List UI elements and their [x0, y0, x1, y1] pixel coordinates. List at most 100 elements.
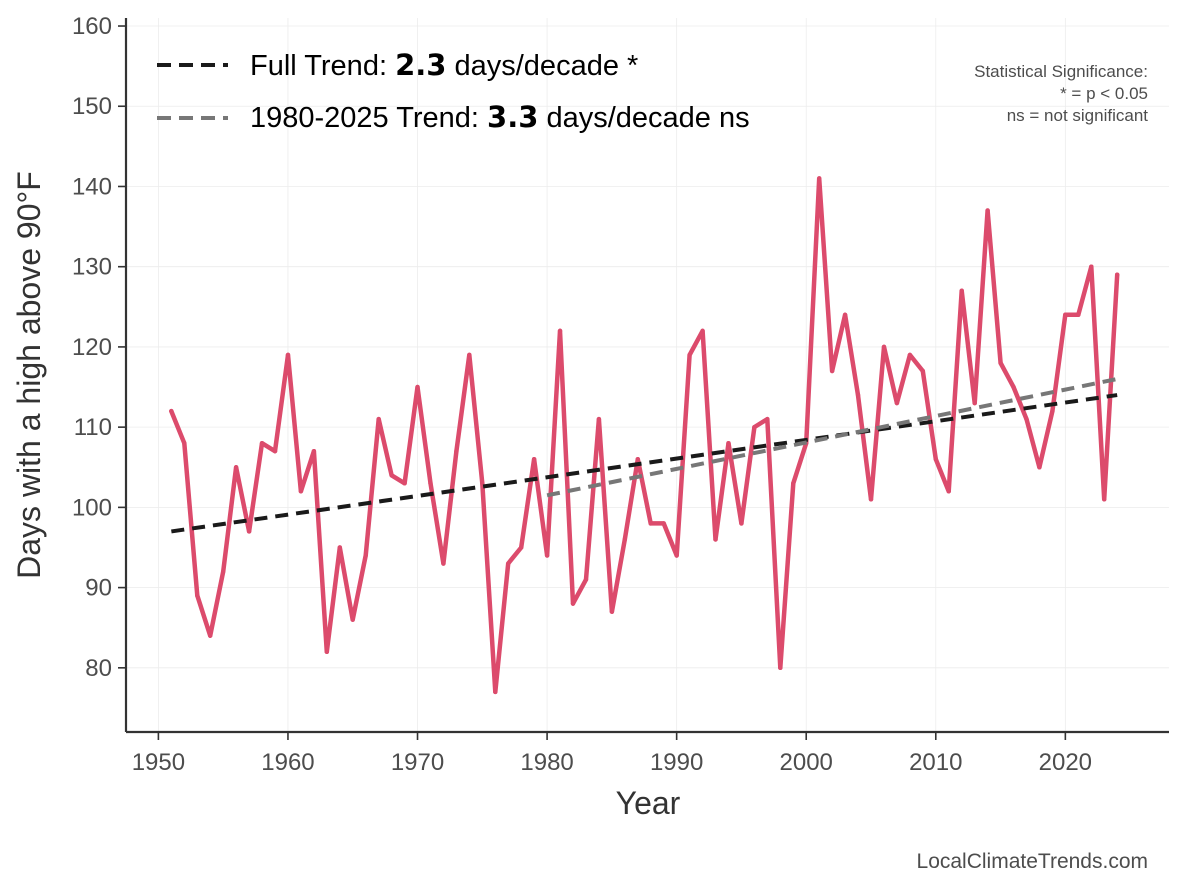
data-series [169, 176, 1120, 695]
data-point [972, 400, 977, 406]
data-point [363, 553, 368, 558]
data-point [415, 384, 420, 390]
data-point [285, 352, 291, 358]
y-axis-title: Days with a high above 90°F [11, 171, 47, 579]
data-point [894, 400, 900, 406]
y-tick-label: 130 [72, 254, 112, 281]
data-point [350, 617, 355, 622]
data-point [1114, 272, 1120, 277]
source-credit: LocalClimateTrends.com [917, 850, 1148, 873]
x-tick-label: 2000 [780, 749, 833, 776]
data-point [467, 352, 472, 358]
legend-suffix-1980-trend: days/decade ns [538, 102, 749, 134]
data-point [298, 489, 304, 494]
data-point [985, 208, 990, 213]
data-point [169, 408, 174, 414]
data-point [1024, 416, 1029, 422]
y-tick-label: 160 [72, 13, 112, 40]
data-point [881, 344, 887, 350]
data-point [428, 481, 433, 486]
legend-suffix-full-trend: days/decade * [446, 50, 638, 82]
data-point [635, 457, 640, 462]
data-point [791, 481, 796, 486]
x-tick-label: 2010 [909, 749, 962, 776]
data-point [1050, 408, 1055, 414]
data-point [752, 424, 757, 430]
trend-lines [171, 377, 1118, 534]
data-point [1063, 312, 1068, 318]
data-point [661, 521, 666, 526]
x-axis-ticks: 1950 1960 1970 1980 1990 2000 2010 2020 [132, 732, 1092, 776]
series-line-days-above-90 [169, 176, 1120, 695]
data-point [246, 529, 252, 534]
x-tick-label: 1980 [520, 749, 573, 776]
data-point [195, 593, 200, 598]
data-point [233, 465, 239, 470]
x-tick-label: 1970 [391, 749, 444, 776]
data-point [376, 416, 381, 422]
data-point [829, 368, 835, 374]
data-point [713, 537, 718, 542]
legend-value-full-trend: 2.3 [395, 48, 446, 82]
trend-line-full [171, 393, 1118, 534]
legend: Full Trend: 2.3 days/decade * 1980-2025 … [157, 48, 750, 134]
grid-lines [126, 18, 1169, 732]
data-point [220, 569, 226, 574]
data-point [182, 440, 187, 446]
data-point [557, 328, 563, 334]
data-point [1089, 264, 1094, 269]
y-tick-label: 90 [85, 575, 112, 602]
x-axis-title: Year [616, 785, 681, 821]
data-point [648, 521, 653, 526]
data-point [506, 561, 511, 566]
data-point [389, 473, 394, 478]
legend-label-1980-trend: 1980-2025 Trend: 3.3 days/decade ns [250, 100, 750, 134]
data-point [596, 416, 602, 422]
data-point [583, 577, 589, 582]
data-point [609, 609, 615, 614]
data-point [493, 689, 498, 695]
y-tick-label: 150 [72, 93, 112, 120]
data-point [959, 288, 964, 293]
legend-label-full-trend: Full Trend: 2.3 days/decade * [250, 48, 638, 82]
data-point [842, 312, 848, 318]
data-point [1011, 384, 1016, 390]
data-point [726, 440, 731, 446]
data-point [674, 553, 679, 558]
data-point [739, 521, 744, 526]
y-tick-label: 120 [72, 334, 112, 361]
data-point [518, 545, 524, 550]
data-point [998, 360, 1003, 366]
data-point [868, 497, 874, 502]
data-point [907, 352, 913, 358]
significance-title: Statistical Significance: [974, 62, 1148, 81]
x-tick-label: 2020 [1039, 749, 1092, 776]
data-point [337, 545, 342, 550]
data-point [765, 416, 770, 422]
legend-prefix-1980-trend: 1980-2025 Trend: [250, 102, 487, 134]
significance-note: Statistical Significance: * = p < 0.05 n… [974, 62, 1148, 125]
data-point [622, 537, 628, 542]
y-axis-ticks: 80 90 100 110 120 130 140 150 160 [72, 13, 126, 682]
y-tick-label: 80 [85, 655, 112, 682]
data-point [855, 392, 861, 398]
x-tick-label: 1960 [261, 749, 314, 776]
x-tick-label: 1950 [132, 749, 185, 776]
data-point [272, 449, 278, 454]
data-point [946, 489, 951, 494]
data-point [311, 449, 317, 454]
data-point [208, 633, 213, 638]
y-tick-label: 140 [72, 173, 112, 200]
data-point [778, 665, 783, 671]
data-point [816, 176, 822, 181]
legend-value-1980-trend: 3.3 [487, 100, 538, 134]
data-point [933, 457, 938, 462]
data-point [700, 328, 705, 334]
data-point [480, 481, 485, 486]
trend-line-1980-2025 [546, 377, 1118, 498]
data-point [1102, 497, 1107, 502]
axes [124, 18, 1169, 734]
y-tick-label: 110 [74, 414, 112, 441]
data-point [544, 553, 550, 558]
